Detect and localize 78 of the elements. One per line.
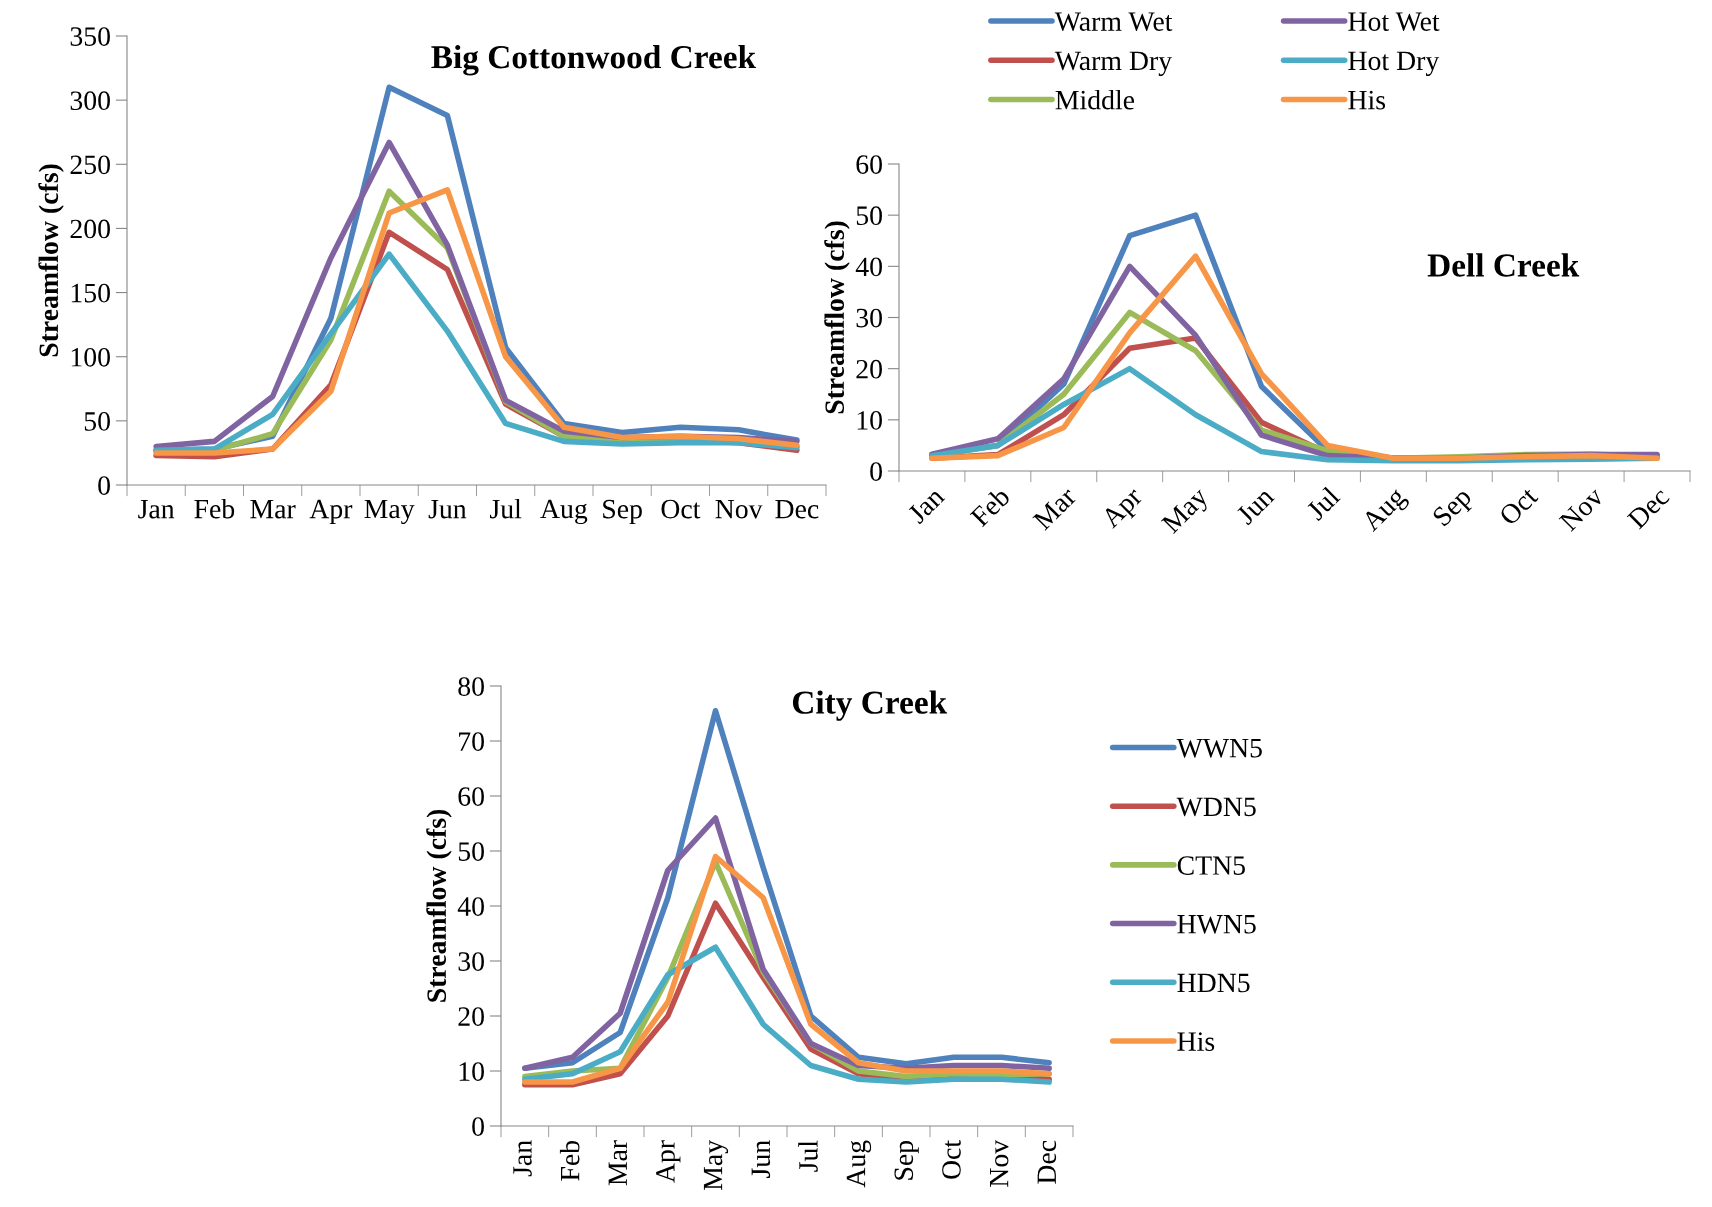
x-tick-label: Oct <box>942 1140 961 1179</box>
x-tick-label: Mar <box>250 499 296 519</box>
chart-title: Big Cottonwood Creek <box>431 44 757 76</box>
y-axis-title: Streamflow (cfs) <box>824 221 850 414</box>
x-tick-label: May <box>703 1140 729 1191</box>
x-tick-label: Apr <box>1100 485 1148 534</box>
x-tick-label: Mar <box>608 1140 628 1186</box>
legend-label: HWN5 <box>1177 915 1256 934</box>
legend-label: Hot Dry <box>1348 51 1440 76</box>
x-tick-label: Jan <box>138 499 175 519</box>
x-tick-label: Feb <box>559 1140 580 1181</box>
y-tick-label: 60 <box>856 155 882 174</box>
legend-label: CTN5 <box>1177 856 1245 875</box>
x-tick-label: Jun <box>1235 485 1276 526</box>
y-tick-label: 300 <box>70 91 110 111</box>
y-tick-label: 0 <box>870 462 882 481</box>
y-tick-label: 100 <box>71 347 110 367</box>
y-tick-label: 20 <box>458 1007 484 1026</box>
y-tick-label: 200 <box>70 219 110 239</box>
y-tick-label: 60 <box>458 787 484 806</box>
y-tick-label: 10 <box>857 411 882 430</box>
y-tick-label: 40 <box>855 257 882 277</box>
x-tick-label: Jun <box>428 499 467 519</box>
x-tick-label: Aug <box>846 1140 872 1188</box>
x-tick-label: Jun <box>751 1140 771 1178</box>
x-tick-label: Aug <box>1360 485 1411 537</box>
x-tick-label: Sep <box>1431 486 1477 531</box>
y-tick-label: 0 <box>472 1117 484 1136</box>
x-tick-label: May <box>1160 485 1214 539</box>
legend-label: His <box>1177 1032 1215 1051</box>
x-tick-label: Jul <box>490 498 522 519</box>
y-tick-label: 50 <box>84 412 110 431</box>
legend-label: Hot Wet <box>1348 12 1440 32</box>
legend-label: Warm Dry <box>1054 51 1172 76</box>
legend-label: His <box>1348 90 1386 110</box>
y-tick-label: 350 <box>70 27 110 46</box>
chart-title: City Creek <box>792 690 948 721</box>
y-tick-label: 50 <box>458 842 484 861</box>
text: Dell Creek <box>1427 253 1580 277</box>
x-tick-label: Apr <box>656 1140 681 1183</box>
y-tick-label: 50 <box>856 206 882 226</box>
x-tick-label: Oct <box>661 499 701 519</box>
x-tick-label: Mar <box>1032 485 1078 531</box>
x-tick-label: Jan <box>513 1140 532 1177</box>
y-axis-title: Streamflow (cfs) <box>426 809 452 1002</box>
y-tick-label: 20 <box>856 359 882 379</box>
x-tick-label: May <box>364 499 415 525</box>
y-tick-label: 250 <box>70 155 110 175</box>
legend-label: WWN5 <box>1176 739 1262 758</box>
x-tick-label: Apr <box>309 499 353 525</box>
x-tick-label: Jul <box>1304 485 1341 522</box>
x-tick-label: Sep <box>894 1140 919 1180</box>
x-tick-label: Jan <box>906 485 946 525</box>
x-tick-label: Feb <box>968 485 1011 528</box>
legend-label: Middle <box>1055 89 1135 110</box>
y-tick-label: 70 <box>459 732 484 751</box>
y-tick-label: 80 <box>458 677 484 696</box>
x-tick-label: Jul <box>798 1140 818 1172</box>
x-tick-label: Dec <box>1037 1140 1057 1184</box>
x-tick-label: Nov <box>715 499 763 519</box>
y-tick-label: 30 <box>458 952 484 971</box>
x-tick-label: Dec <box>1626 486 1671 530</box>
x-tick-label: Aug <box>540 499 588 525</box>
x-tick-label: Dec <box>775 499 819 519</box>
y-tick-label: 150 <box>71 283 110 303</box>
x-tick-label: Nov <box>989 1139 1009 1187</box>
legend-label: WDN5 <box>1176 797 1256 817</box>
y-axis-title: Streamflow (cfs) <box>38 164 64 357</box>
x-tick-label: Oct <box>1498 485 1539 527</box>
y-tick-label: 10 <box>459 1062 484 1081</box>
legend-label: HDN5 <box>1177 973 1250 993</box>
y-tick-label: 0 <box>98 476 110 495</box>
y-tick-label: 40 <box>457 897 484 916</box>
legend-label: Warm Wet <box>1054 12 1173 32</box>
x-tick-label: Nov <box>1558 485 1605 532</box>
y-tick-label: 30 <box>856 308 882 328</box>
x-tick-label: Feb <box>194 498 235 519</box>
x-tick-label: Sep <box>603 499 642 525</box>
